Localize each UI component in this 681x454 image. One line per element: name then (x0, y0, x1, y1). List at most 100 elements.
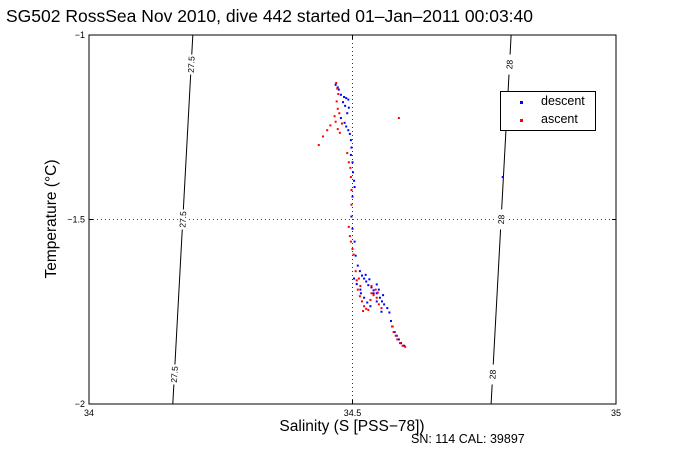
data-point-descent (365, 280, 368, 283)
isopycnal-label: 28 (504, 59, 515, 69)
data-point-ascent (340, 122, 343, 125)
data-point-descent (359, 288, 362, 291)
data-point-descent (351, 227, 354, 230)
data-point-ascent (372, 294, 375, 297)
legend-item-descent: descent (501, 93, 597, 111)
isopycnal-label: 27.5 (169, 366, 180, 383)
serial-calibration-note: SN: 114 CAL: 39897 (411, 432, 525, 446)
data-point-descent (375, 283, 378, 286)
data-point-ascent (357, 277, 360, 280)
isopycnal-label: 27.5 (186, 56, 197, 73)
data-point-ascent (375, 296, 378, 299)
data-point-descent (395, 334, 398, 337)
data-point-descent (349, 153, 352, 156)
isopycnal-label-gap (487, 364, 498, 385)
data-point-ascent (338, 131, 341, 134)
data-point-ascent (363, 305, 366, 308)
data-point-ascent (351, 248, 354, 251)
grid-layer (89, 35, 616, 404)
data-point-ascent (380, 307, 383, 310)
data-point-ascent (349, 240, 352, 243)
data-point-ascent (350, 188, 353, 191)
x-axis-label: Salinity (S [PSS−78]) (279, 418, 425, 435)
isopycnal-label-gap (169, 364, 180, 385)
data-point-descent (344, 104, 347, 107)
data-point-ascent (352, 253, 355, 256)
data-point-descent (353, 186, 356, 189)
data-point-ascent (347, 225, 350, 228)
isopycnal-label-gap (504, 54, 515, 75)
data-point-descent (345, 125, 348, 128)
data-point-descent (354, 254, 357, 257)
isopycnal-label-gap (496, 209, 507, 230)
data-point-descent (356, 264, 359, 267)
data-point-ascent (374, 288, 377, 291)
data-point-ascent (404, 345, 407, 348)
y-tick-label: −1.5 (67, 215, 85, 225)
data-point-descent (377, 288, 380, 291)
data-point-ascent (336, 128, 339, 131)
data-point-ascent (334, 120, 337, 123)
data-point-descent (364, 273, 367, 276)
data-point-ascent (355, 279, 358, 282)
isopycnal-label-gap (186, 54, 197, 75)
data-point-descent (388, 311, 391, 314)
data-point-ascent (394, 334, 397, 337)
data-point-descent (382, 294, 385, 297)
data-point-descent (366, 301, 369, 304)
data-point-descent (339, 117, 342, 120)
data-point-descent (389, 319, 392, 322)
data-layer (317, 81, 504, 348)
y-axis-label: Temperature (°C) (43, 159, 60, 279)
data-point-descent (372, 292, 375, 295)
data-point-descent (336, 86, 339, 89)
data-point-descent (358, 270, 361, 273)
data-point-descent (353, 179, 356, 182)
data-point-ascent (349, 176, 352, 179)
data-point-descent (355, 283, 358, 286)
data-point-descent (367, 284, 370, 287)
data-point-ascent (335, 100, 338, 103)
data-point-descent (375, 300, 378, 303)
data-point-descent (349, 139, 352, 142)
x-tick-label: 34 (84, 408, 94, 418)
data-point-ascent (397, 117, 400, 120)
data-point-ascent (391, 325, 394, 328)
data-point-descent (342, 101, 345, 104)
data-point-ascent (346, 152, 349, 155)
data-point-descent (347, 98, 350, 101)
data-point-ascent (350, 203, 353, 206)
data-point-descent (393, 331, 396, 334)
data-point-descent (369, 305, 372, 308)
data-point-descent (351, 195, 354, 198)
data-point-ascent (337, 93, 340, 96)
data-point-ascent (354, 270, 357, 273)
data-point-ascent (365, 307, 368, 310)
data-point-ascent (367, 308, 370, 311)
data-point-descent (375, 292, 378, 295)
data-point-descent (350, 215, 353, 218)
data-point-ascent (362, 310, 365, 313)
data-point-descent (345, 97, 348, 100)
isopycnal-label: 28 (487, 369, 498, 379)
data-point-descent (339, 93, 342, 96)
data-point-descent (346, 112, 349, 115)
data-point-ascent (348, 235, 351, 238)
legend-label-descent: descent (541, 94, 585, 108)
legend-marker-descent (520, 101, 523, 104)
data-point-ascent (347, 161, 350, 164)
data-point-ascent (392, 331, 395, 334)
isopycnal-label: 27.5 (177, 211, 188, 228)
isopycnal-layer: 27.5 27.5 27.5 28 28 28 (169, 34, 515, 405)
data-point-ascent (326, 129, 329, 132)
isopycnal-label: 28 (496, 214, 507, 224)
data-point-ascent (358, 295, 361, 298)
data-point-ascent (360, 300, 363, 303)
data-point-descent (353, 277, 356, 280)
data-point-descent (343, 95, 346, 98)
data-point-descent (353, 240, 356, 243)
data-point-ascent (338, 112, 341, 115)
data-point-descent (403, 344, 406, 347)
data-point-descent (368, 278, 371, 281)
legend-marker-ascent (520, 119, 523, 122)
